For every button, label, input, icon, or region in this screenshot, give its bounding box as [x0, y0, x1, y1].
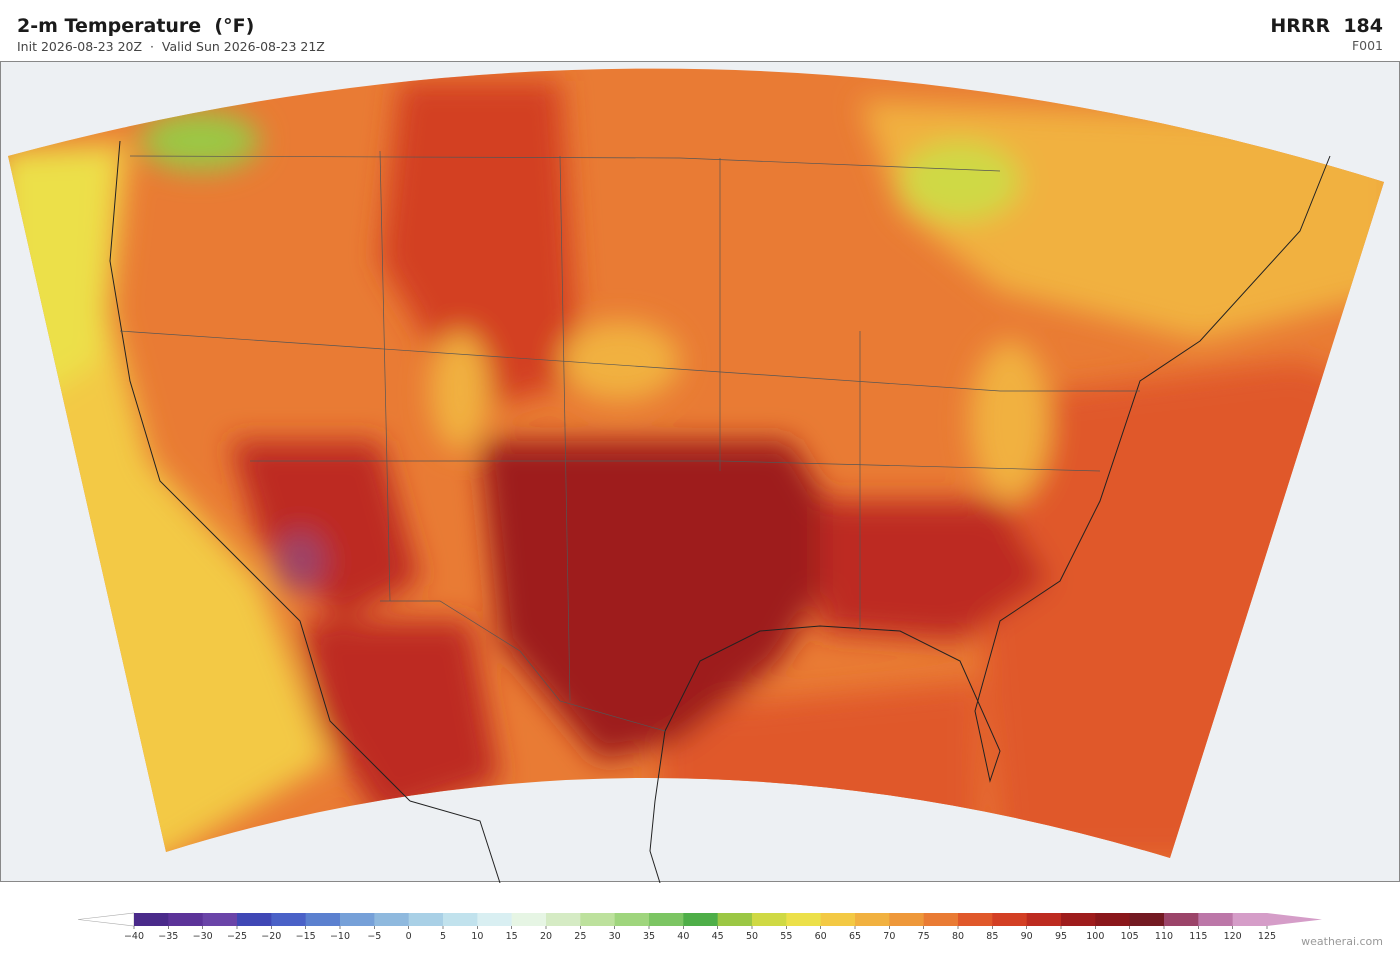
- forecast-hour: F001: [1351, 38, 1383, 53]
- colorbar-bin: [305, 913, 341, 926]
- colorbar-bin: [546, 913, 581, 926]
- colorbar-tick-label: 100: [1086, 931, 1104, 942]
- colorbar-over: [1267, 913, 1322, 926]
- colorbar-bin: [237, 913, 272, 926]
- colorbar-bin: [889, 913, 925, 926]
- colorbar-bin: [649, 913, 684, 926]
- colorbar-tick-label: 45: [712, 931, 724, 942]
- colorbar-tick-label: 105: [1121, 931, 1139, 942]
- map-subtitle: Init 2026-08-23 20Z · Valid Sun 2026-08-…: [17, 39, 325, 54]
- colorbar-bin: [855, 913, 890, 926]
- colorbar-tick-label: 20: [540, 931, 552, 942]
- colorbar-tick-label: 70: [883, 931, 895, 942]
- map-title: 2-m Temperature (°F): [17, 15, 255, 37]
- colorbar-bin: [1129, 913, 1165, 926]
- colorbar-tick-label: 65: [849, 931, 861, 942]
- colorbar-bin: [614, 913, 650, 926]
- colorbar-bin: [1026, 913, 1062, 926]
- colorbar-tick-label: 95: [1055, 931, 1067, 942]
- colorbar-bin: [1232, 913, 1268, 926]
- colorbar-bin: [717, 913, 753, 926]
- colorbar-bin: [683, 913, 719, 926]
- colorbar-bin: [408, 913, 444, 926]
- colorbar-tick-label: 85: [986, 931, 998, 942]
- colorbar-bin: [271, 913, 307, 926]
- colorbar-bin: [443, 913, 478, 926]
- colorbar-under: [77, 912, 135, 927]
- credit: weatherai.com: [1301, 935, 1383, 948]
- map: [0, 61, 1400, 883]
- colorbar-tick-label: 15: [506, 931, 518, 942]
- colorbar-bin: [1061, 913, 1096, 926]
- colorbar-tick-label: 125: [1258, 931, 1276, 942]
- colorbar-tick-label: 25: [574, 931, 586, 942]
- colorbar-tick-label: 50: [746, 931, 758, 942]
- colorbar-tick-label: 80: [952, 931, 964, 942]
- colorbar-bin: [477, 913, 513, 926]
- colorbar-bin: [168, 913, 204, 926]
- colorbar-bin: [202, 913, 238, 926]
- colorbar-bin: [992, 913, 1028, 926]
- colorbar-bin: [1164, 913, 1199, 926]
- colorbar-tick-label: −40: [124, 931, 144, 942]
- colorbar-bin: [134, 913, 169, 926]
- colorbar-bin: [511, 913, 547, 926]
- colorbar-tick-label: −10: [330, 931, 350, 942]
- colorbar-tick-label: 30: [609, 931, 621, 942]
- colorbar: −40 −35 −30 −25 −20 −15 −10 −5 0 5 10 15 20 25 30 35 40 4…: [77, 912, 1322, 942]
- temperature-field: [8, 68, 1384, 858]
- colorbar-tick-label: 40: [677, 931, 689, 942]
- colorbar-bin: [1198, 913, 1234, 926]
- colorbar-tick-label: −5: [367, 931, 381, 942]
- colorbar-bin: [752, 913, 787, 926]
- colorbar-bin: [1095, 913, 1131, 926]
- colorbar-bin: [374, 913, 410, 926]
- colorbar-tick-label: 115: [1189, 931, 1207, 942]
- model-label: HRRR 184: [1270, 15, 1383, 37]
- colorbar-tick-label: 120: [1224, 931, 1242, 942]
- colorbar-tick-label: 5: [440, 931, 446, 942]
- colorbar-tick-label: −20: [261, 931, 281, 942]
- coastlines: [109, 140, 1331, 883]
- colorbar-tick-label: 0: [406, 931, 412, 942]
- colorbar-tick-label: −30: [193, 931, 213, 942]
- colorbar-bin: [923, 913, 959, 926]
- colorbar-tick-label: 75: [918, 931, 930, 942]
- colorbar-bin: [580, 913, 616, 926]
- colorbar-bin: [958, 913, 993, 926]
- colorbar-tick-label: 110: [1155, 931, 1173, 942]
- colorbar-bin: [340, 913, 375, 926]
- colorbar-tick-label: −15: [296, 931, 316, 942]
- colorbar-bin: [820, 913, 856, 926]
- state-borders: [119, 150, 1140, 732]
- colorbar-tick-label: −25: [227, 931, 247, 942]
- colorbar-tick-label: 90: [1021, 931, 1033, 942]
- colorbar-bin: [786, 913, 822, 926]
- colorbar-tick-label: 55: [780, 931, 792, 942]
- colorbar-tick-label: 60: [815, 931, 827, 942]
- colorbar-tick-label: 35: [643, 931, 655, 942]
- colorbar-tick-label: 10: [471, 931, 483, 942]
- colorbar-tick-label: −35: [158, 931, 178, 942]
